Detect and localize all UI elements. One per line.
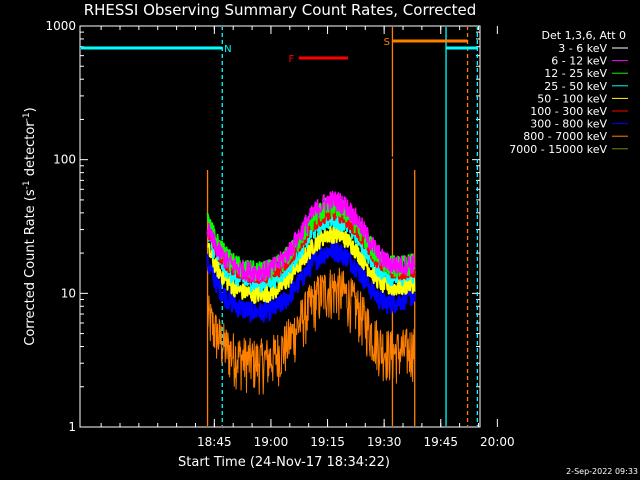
x-tick-label: 19:00 xyxy=(254,435,289,449)
y-tick-label: 10 xyxy=(61,286,76,300)
y-tick-label: 1000 xyxy=(45,19,76,33)
y-tick-label: 100 xyxy=(53,153,76,167)
orbit-flag-label: F xyxy=(288,54,294,65)
orbit-flag-label: N xyxy=(224,44,231,55)
x-tick-label: 19:45 xyxy=(423,435,458,449)
series-line-3-6- xyxy=(207,149,415,162)
y-tick-label: 1 xyxy=(68,420,76,434)
plot-area: N F S xyxy=(81,27,479,426)
series-line-800-7000- xyxy=(207,267,415,395)
x-tick-label: 20:00 xyxy=(480,435,515,449)
x-tick-label: 19:15 xyxy=(310,435,345,449)
orbit-flag-label: S xyxy=(384,37,390,48)
series-line-300-800- xyxy=(206,241,416,323)
series-line-6-12- xyxy=(206,190,416,284)
x-tick-label: 18:45 xyxy=(197,435,232,449)
series-line-50-100- xyxy=(207,225,416,304)
plot-frame xyxy=(79,25,481,428)
chart-title: RHESSI Observing Summary Count Rates, Co… xyxy=(83,1,477,19)
x-tick-label: 19:30 xyxy=(367,435,402,449)
y-axis-label: Corrected Count Rate (s-1 detector-1) xyxy=(22,107,38,345)
x-axis-label: Start Time (24-Nov-17 18:34:22) xyxy=(178,455,390,470)
